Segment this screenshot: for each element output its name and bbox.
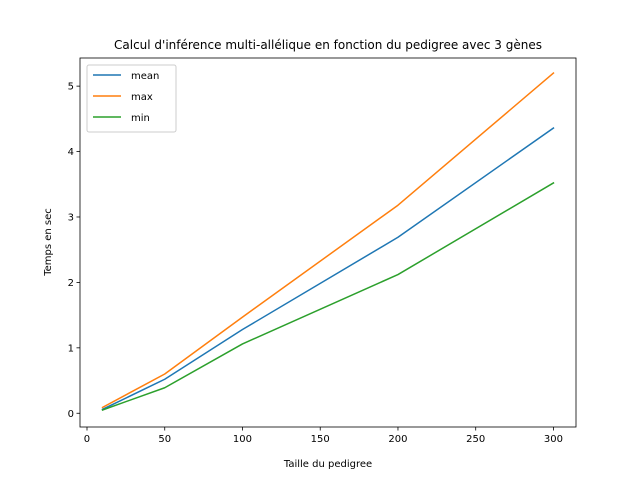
x-axis-label: Taille du pedigree (283, 459, 372, 470)
x-axis: 0 50 100 150 200 250 300 (84, 427, 563, 445)
y-tick-label: 5 (68, 82, 74, 93)
legend-label-max: max (131, 92, 153, 103)
y-tick-label: 1 (68, 343, 74, 354)
x-tick-label: 300 (544, 434, 563, 445)
y-tick-label: 2 (68, 278, 74, 289)
x-tick-label: 100 (233, 434, 252, 445)
series-line-mean (101, 126, 555, 411)
series-line-max (101, 71, 555, 409)
series-line-min (101, 181, 555, 411)
y-axis-label: Temps en sec (43, 208, 54, 277)
legend-label-mean: mean (131, 71, 159, 82)
x-tick-label: 200 (388, 434, 407, 445)
y-tick-label: 0 (68, 409, 74, 420)
y-tick-label: 4 (68, 147, 74, 158)
x-tick-label: 250 (466, 434, 485, 445)
x-tick-label: 0 (84, 434, 90, 445)
series-lines (101, 71, 555, 411)
y-tick-label: 3 (68, 212, 74, 223)
x-tick-label: 50 (158, 434, 171, 445)
plot-frame (79, 57, 577, 428)
chart-title: Calcul d'inférence multi-allélique en fo… (114, 38, 542, 52)
legend-label-min: min (131, 113, 150, 124)
legend: mean max min (86, 64, 177, 133)
y-axis: 0 1 2 3 4 5 (68, 82, 80, 420)
x-tick-label: 150 (311, 434, 330, 445)
legend-box (86, 64, 177, 133)
